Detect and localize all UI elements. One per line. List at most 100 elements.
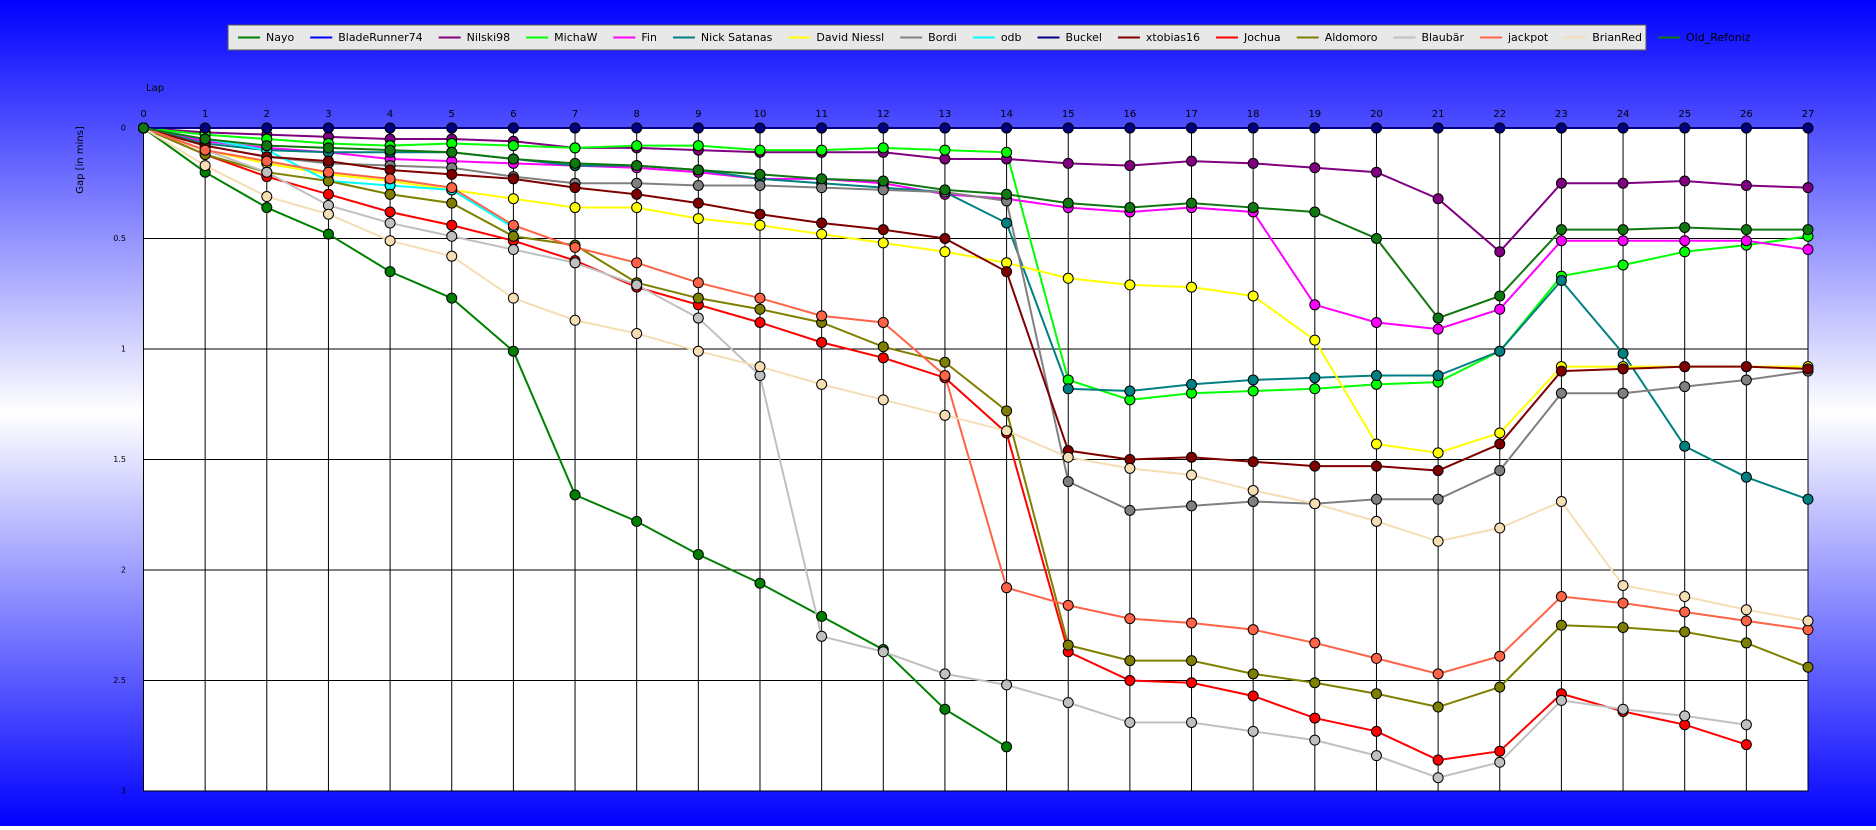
data-point [1494, 303, 1506, 315]
x-tick-label: 2 [264, 109, 270, 120]
data-point [1124, 675, 1136, 686]
data-point [384, 235, 396, 247]
data-point [754, 292, 766, 304]
data-point [692, 292, 704, 304]
data-point [261, 191, 273, 203]
data-point [1001, 425, 1013, 437]
legend-label: Nayo [266, 31, 294, 44]
data-point [1247, 374, 1259, 386]
data-point [1124, 504, 1136, 516]
data-point [446, 219, 458, 231]
data-point [939, 144, 951, 156]
data-point [1494, 122, 1506, 134]
data-point [1679, 246, 1691, 258]
data-point [1617, 579, 1629, 591]
legend-label: David Niessl [816, 31, 884, 44]
data-point [754, 316, 766, 328]
data-point [322, 188, 334, 200]
data-point [1679, 175, 1691, 187]
data-point [692, 179, 704, 191]
data-point [1432, 772, 1444, 784]
data-point [1370, 460, 1382, 472]
data-point [1802, 661, 1814, 673]
data-point [1740, 604, 1752, 616]
data-point [384, 206, 396, 218]
data-point [877, 341, 889, 353]
data-point [939, 356, 951, 368]
data-point [1062, 639, 1074, 651]
data-point [1062, 122, 1074, 134]
data-point [507, 230, 519, 242]
legend-label: Jochua [1243, 31, 1281, 44]
data-point [1617, 621, 1629, 633]
data-point [754, 168, 766, 180]
data-point [1247, 290, 1259, 302]
data-point [1062, 272, 1074, 284]
data-point [1555, 274, 1567, 286]
data-point [507, 140, 519, 152]
data-point [877, 352, 889, 364]
data-point [322, 228, 334, 240]
data-point [1001, 266, 1013, 278]
x-tick-label: 18 [1247, 109, 1260, 120]
data-point [384, 144, 396, 156]
data-point [1740, 122, 1752, 134]
data-point [1309, 734, 1321, 746]
data-point [1370, 316, 1382, 328]
data-point [816, 610, 828, 622]
data-point [1309, 122, 1321, 134]
legend-label: BrianRed [1592, 31, 1642, 44]
data-point [199, 144, 211, 156]
data-point [261, 140, 273, 152]
x-tick-label: 22 [1493, 109, 1506, 120]
data-point [1186, 451, 1198, 463]
data-point [322, 155, 334, 167]
data-point [631, 202, 643, 214]
data-point [1617, 122, 1629, 134]
data-point [1555, 694, 1567, 706]
data-point [446, 230, 458, 242]
data-point [1555, 177, 1567, 189]
data-point [507, 244, 519, 256]
data-point [1309, 206, 1321, 218]
data-point [1309, 677, 1321, 689]
x-axis-label: Lap [146, 83, 164, 94]
data-point [816, 173, 828, 185]
data-point [631, 515, 643, 527]
data-point [631, 328, 643, 340]
data-point [1309, 712, 1321, 724]
data-point [1247, 122, 1259, 134]
data-point [1247, 624, 1259, 636]
data-point [1679, 221, 1691, 233]
data-point [816, 228, 828, 240]
data-point [1186, 500, 1198, 512]
data-point [384, 122, 396, 134]
data-point [631, 279, 643, 291]
data-point [1124, 462, 1136, 474]
data-point [877, 175, 889, 187]
data-point [1432, 312, 1444, 324]
data-point [199, 160, 211, 172]
data-point [1247, 202, 1259, 214]
data-point [1802, 493, 1814, 505]
data-point [1432, 193, 1444, 205]
data-point [569, 122, 581, 134]
data-point [1370, 515, 1382, 527]
data-point [1309, 637, 1321, 649]
data-point [754, 144, 766, 156]
data-point [754, 179, 766, 191]
x-tick-label: 27 [1802, 109, 1815, 120]
data-point [939, 233, 951, 244]
data-point [507, 345, 519, 357]
data-point [446, 197, 458, 209]
data-point [507, 153, 519, 165]
data-point [1555, 495, 1567, 507]
data-point [569, 489, 581, 501]
data-point [1740, 235, 1752, 247]
data-point [1124, 385, 1136, 397]
data-point [1494, 756, 1506, 768]
data-point [1370, 725, 1382, 737]
data-point [384, 173, 396, 185]
x-tick-label: 25 [1678, 109, 1691, 120]
data-point [1617, 597, 1629, 609]
